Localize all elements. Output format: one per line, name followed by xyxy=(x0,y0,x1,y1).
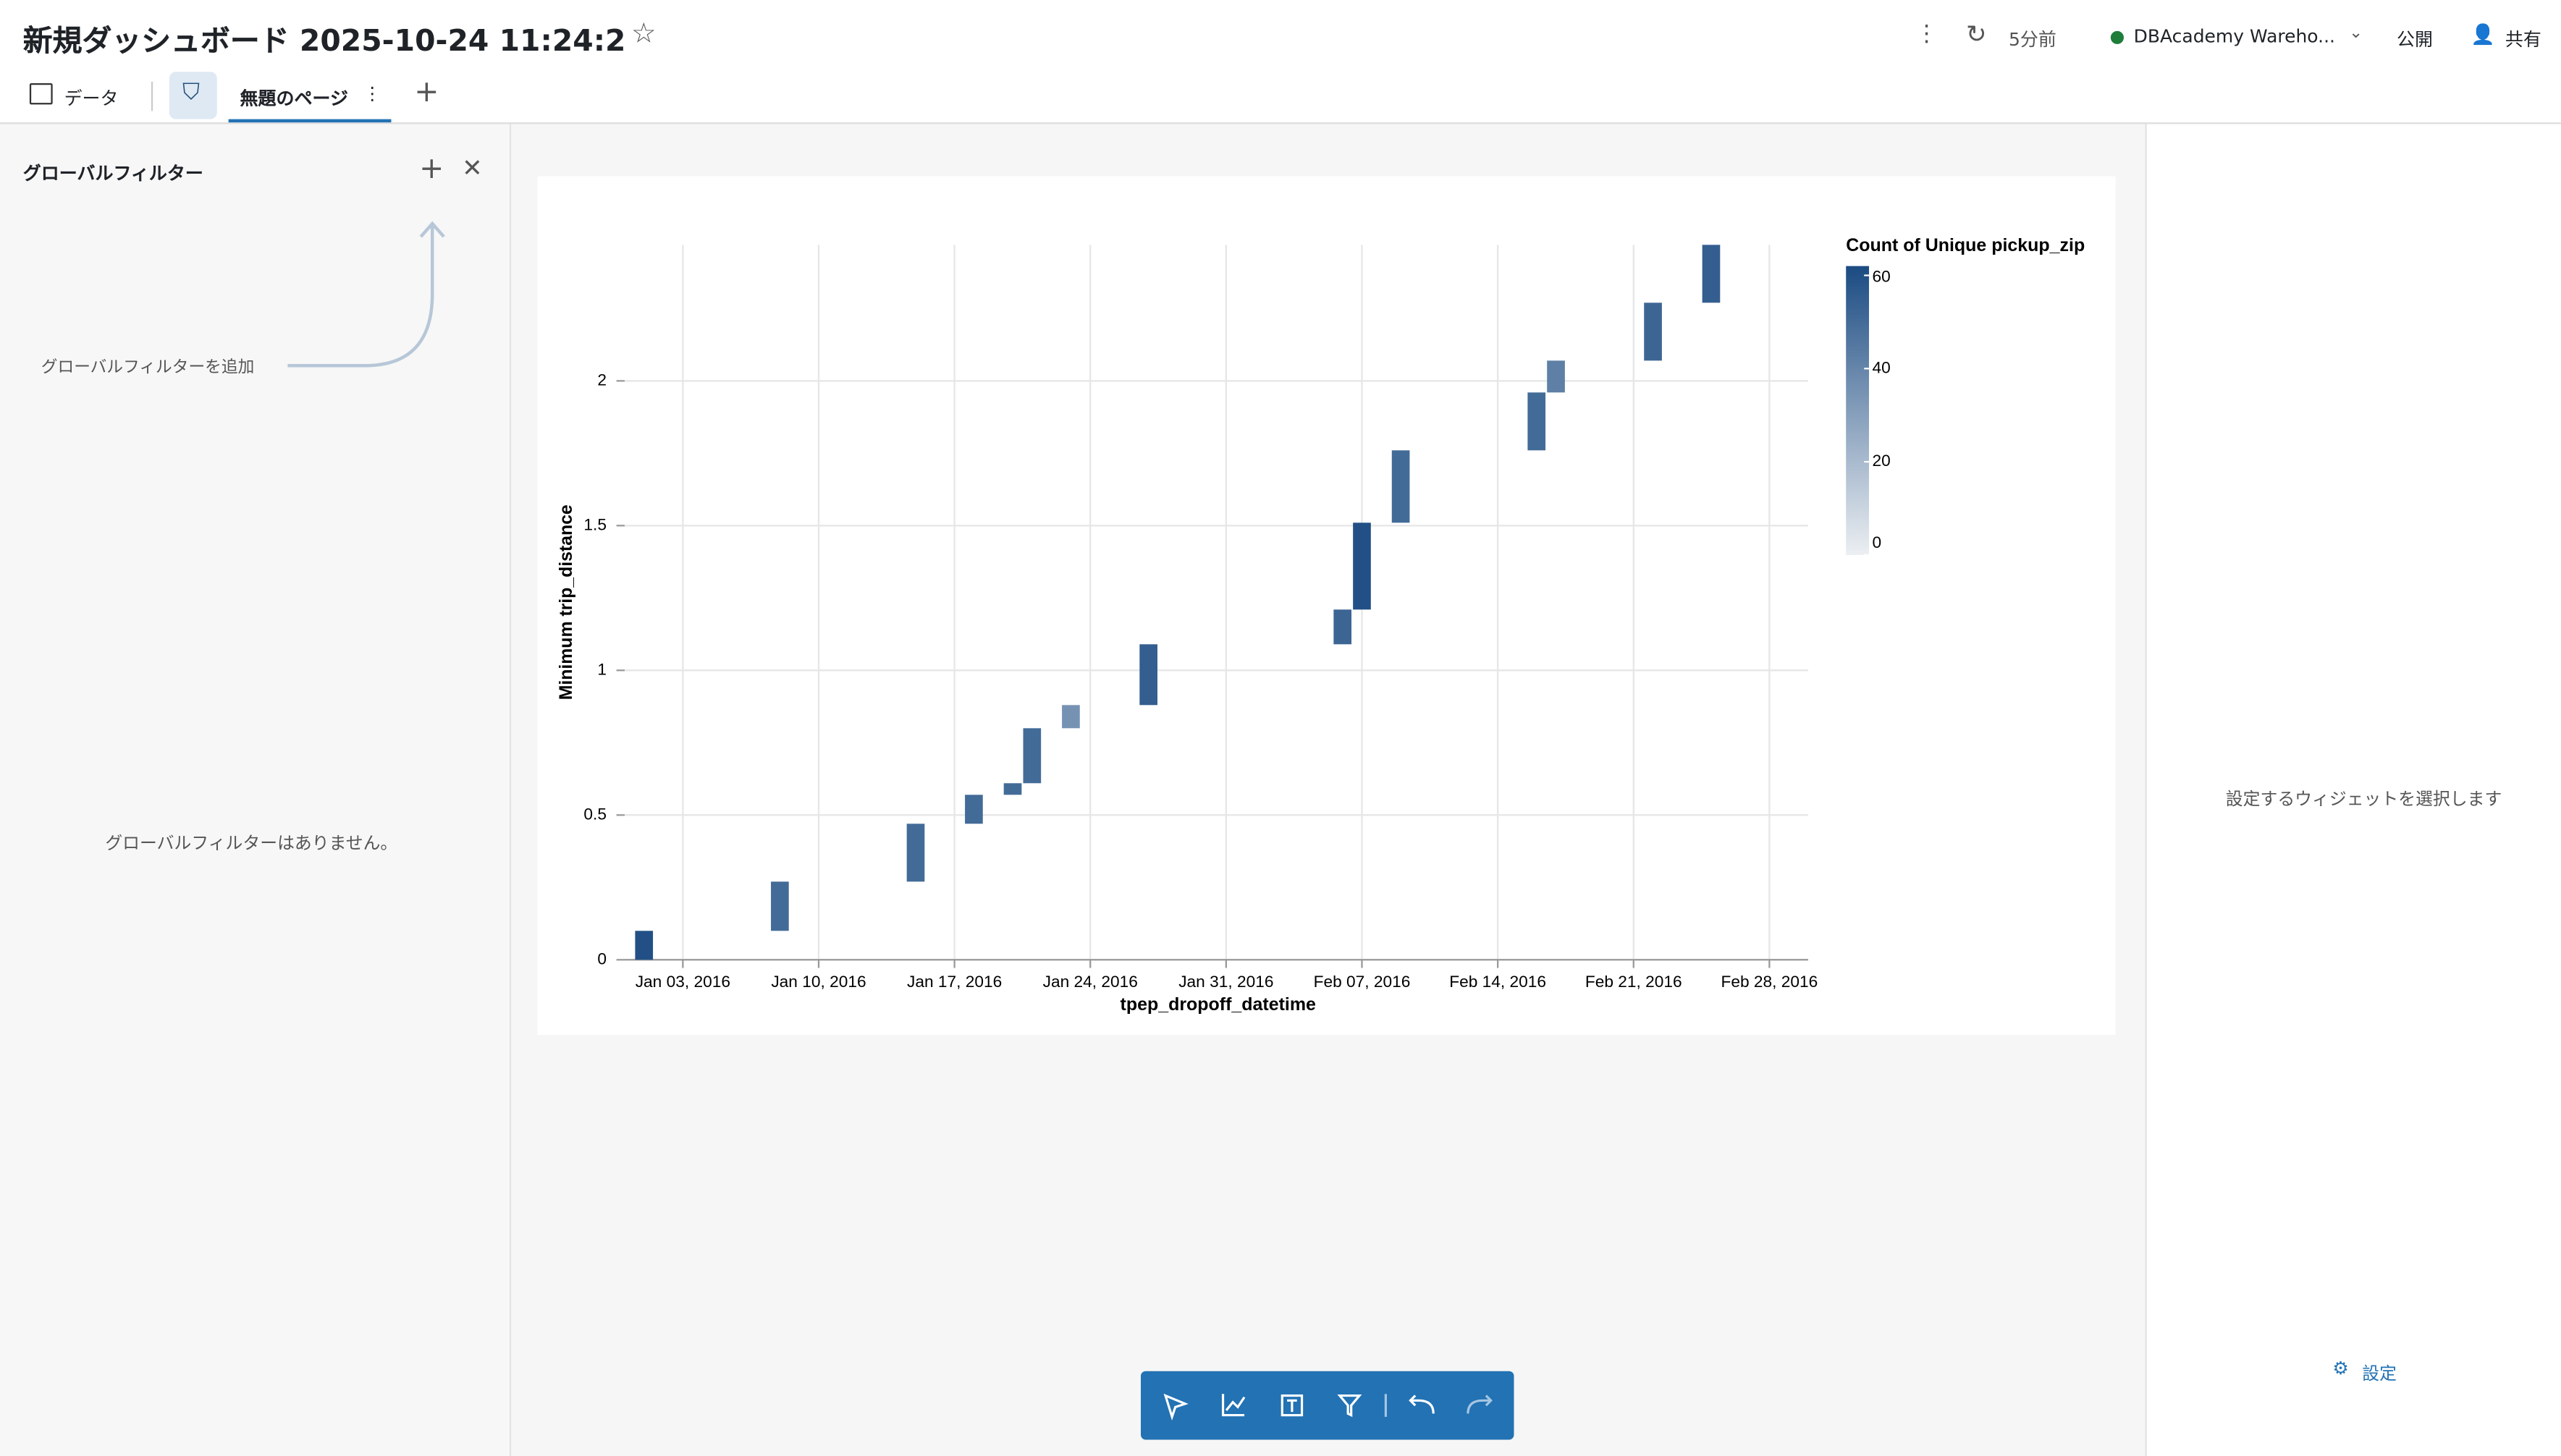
filter-icon: ⛉ xyxy=(182,80,200,106)
color-tick-label: 20 xyxy=(1873,452,1891,470)
publish-button[interactable]: 公開 xyxy=(2396,29,2433,51)
tab-menu[interactable]: ⋮ xyxy=(363,83,381,105)
x-axis-title: tpep_dropoff_datetime xyxy=(1121,994,1316,1015)
undo[interactable] xyxy=(1409,1394,1435,1414)
cell xyxy=(771,881,789,931)
cell xyxy=(1527,392,1546,451)
x-tick-label: Feb 07, 2016 xyxy=(1314,973,1411,991)
text-glyph xyxy=(1287,1399,1297,1413)
separator xyxy=(151,81,153,111)
x-tick-label: Feb 14, 2016 xyxy=(1449,973,1546,991)
cell xyxy=(1391,450,1410,523)
warehouse[interactable]: DBAcademy Wareho... xyxy=(2133,26,2335,48)
y-tick-label: 1 xyxy=(597,660,607,678)
divider xyxy=(0,122,2561,124)
cell xyxy=(635,931,654,960)
settings-link[interactable]: 設定 xyxy=(2362,1364,2397,1384)
x-tick-label: Jan 17, 2016 xyxy=(907,973,1002,991)
text-tool[interactable] xyxy=(1280,1394,1304,1417)
redo[interactable] xyxy=(1467,1394,1493,1414)
close-panel[interactable]: ✕ xyxy=(462,153,483,183)
cell xyxy=(906,824,925,882)
cell xyxy=(1333,609,1352,645)
cell xyxy=(1644,302,1662,361)
chevron[interactable]: ⌄ xyxy=(2349,24,2363,43)
x-tick-label: Jan 24, 2016 xyxy=(1043,973,1138,991)
x-tick-label: Jan 03, 2016 xyxy=(636,973,730,991)
cell xyxy=(965,795,983,824)
chart-tool[interactable] xyxy=(1221,1394,1246,1417)
color-tick-label: 40 xyxy=(1873,358,1891,376)
select-tool[interactable] xyxy=(1163,1393,1189,1421)
cell xyxy=(1023,728,1042,784)
add-page[interactable]: + xyxy=(414,75,439,110)
table-icon xyxy=(29,83,53,105)
cell xyxy=(1062,705,1080,729)
y-tick-label: 1.5 xyxy=(583,515,607,533)
share-icon[interactable]: 👤 xyxy=(2471,22,2496,46)
more-icon[interactable]: ⋮ xyxy=(1915,21,1938,48)
page-tab[interactable]: 無題のページ xyxy=(240,88,348,110)
x-tick-label: Jan 10, 2016 xyxy=(771,973,866,991)
x-tick-label: Feb 21, 2016 xyxy=(1585,973,1682,991)
color-tick-label: 60 xyxy=(1873,267,1891,285)
status-dot xyxy=(2110,30,2125,44)
right-panel xyxy=(2145,124,2561,1456)
empty-filters: グローバルフィルターはありません。 xyxy=(105,834,398,854)
cell xyxy=(1139,644,1157,706)
widget-hint: 設定するウィジェットを選択します xyxy=(2225,790,2502,810)
color-bar xyxy=(1846,266,1870,555)
left-panel xyxy=(0,124,512,1456)
y-tick-label: 2 xyxy=(597,371,607,389)
cell xyxy=(1353,522,1371,610)
share-button[interactable]: 共有 xyxy=(2505,29,2541,51)
refreshed: 5分前 xyxy=(2009,29,2056,51)
data-tab[interactable]: データ xyxy=(64,88,119,110)
y-tick-label: 0 xyxy=(597,949,607,968)
toolbar-icons xyxy=(1163,1393,1493,1421)
filter-panel-title: グローバルフィルター xyxy=(22,163,203,185)
refresh-icon[interactable]: ↻ xyxy=(1965,20,1987,49)
star-icon[interactable]: ☆ xyxy=(631,17,657,51)
cell xyxy=(1702,245,1721,303)
add-filter-hint: グローバルフィルターを追加 xyxy=(41,359,255,378)
color-tick-label: 0 xyxy=(1873,533,1882,551)
filter-tool[interactable] xyxy=(1337,1394,1362,1418)
legend-title: Count of Unique pickup_zip xyxy=(1846,235,2085,255)
x-tick-label: Jan 31, 2016 xyxy=(1178,973,1273,991)
settings-icon[interactable]: ⚙ xyxy=(2332,1358,2349,1379)
dashboard-title[interactable]: 新規ダッシュボード 2025-10-24 11:24:2 xyxy=(22,24,626,59)
hint-arrow xyxy=(287,221,445,368)
x-tick-label: Feb 28, 2016 xyxy=(1721,973,1818,991)
toolbar xyxy=(1141,1371,1514,1440)
y-axis-title: Minimum trip_distance xyxy=(556,504,576,700)
add-filter[interactable]: + xyxy=(419,151,444,187)
tab-underline xyxy=(228,119,392,123)
cell xyxy=(1003,783,1022,795)
cell xyxy=(1547,360,1565,393)
filter-toggle[interactable] xyxy=(169,72,217,119)
y-tick-label: 0.5 xyxy=(583,805,607,823)
